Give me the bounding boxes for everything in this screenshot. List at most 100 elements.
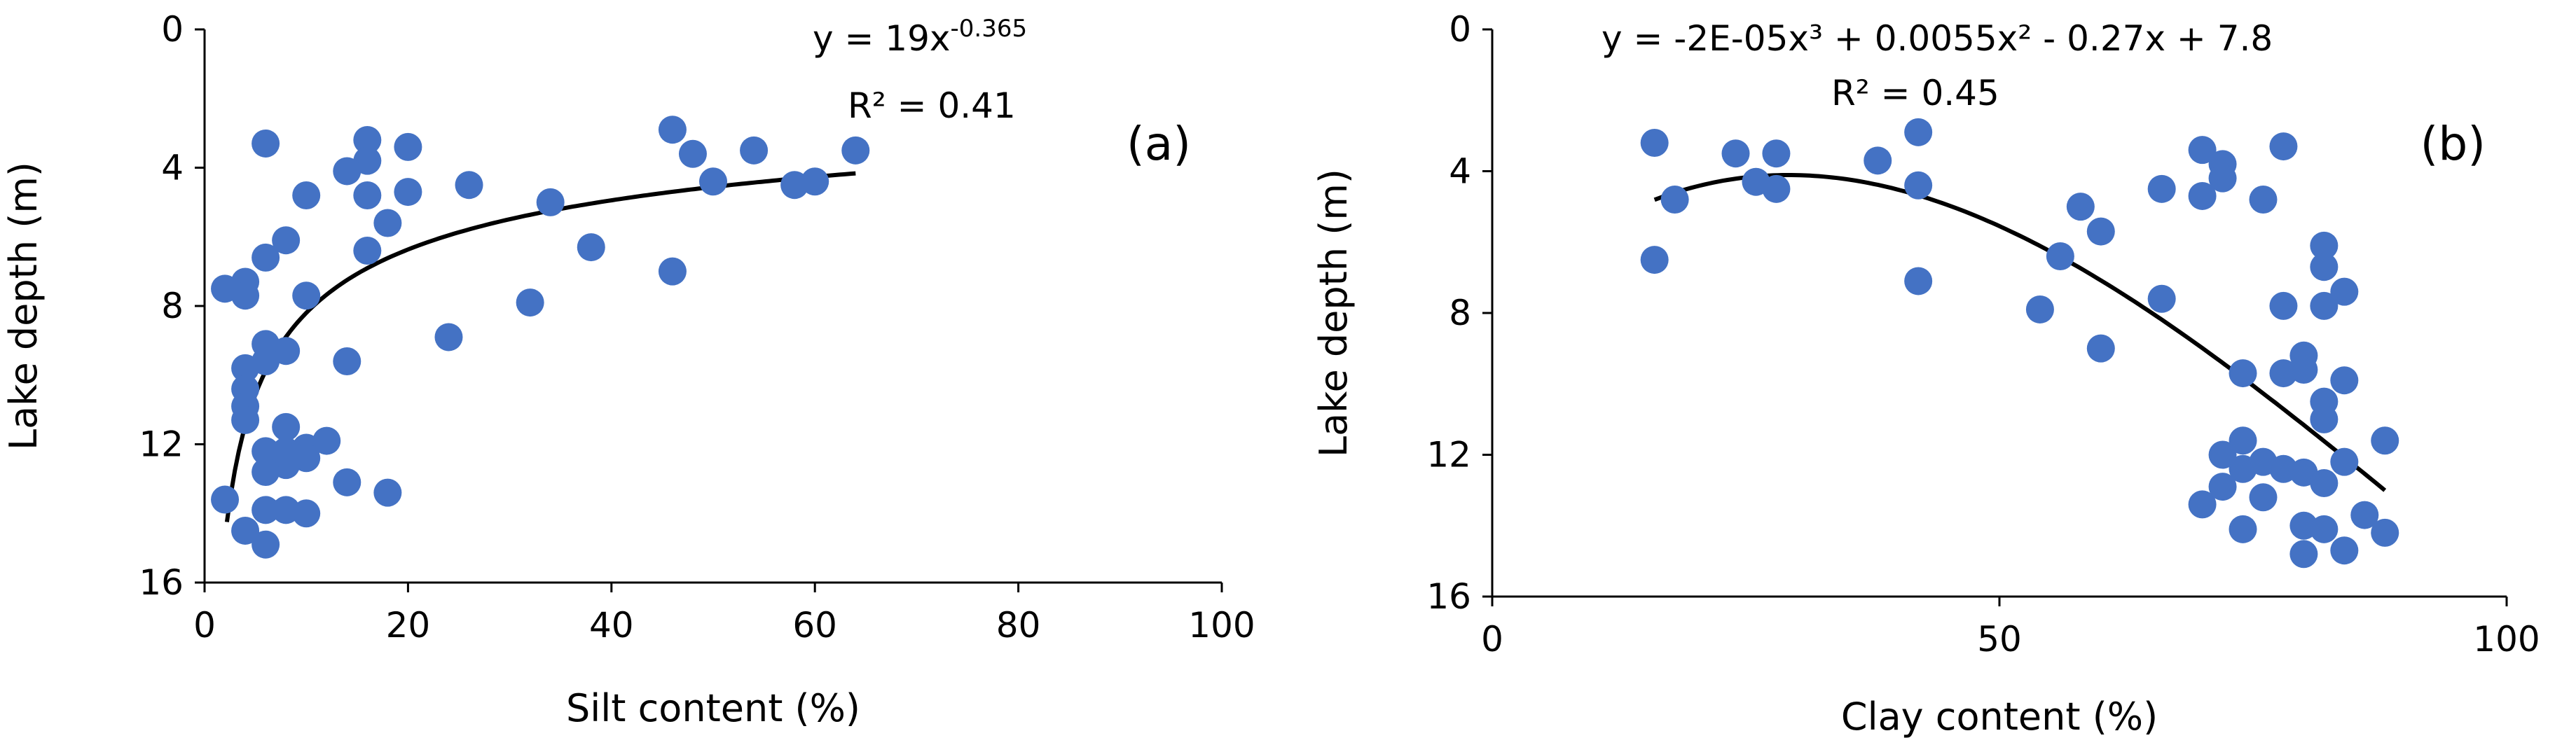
chart-b-data-point [2269,132,2298,161]
chart-b-data-point [2188,490,2217,519]
chart-a-data-point [252,530,280,559]
chart-b-data-point [1721,139,1750,168]
chart-a-trend-equation: y = 19x-0.365 [813,15,1027,59]
chart-b-data-point [2229,426,2257,455]
chart-b-data-point [2310,405,2339,433]
chart-a-data-point [252,129,280,158]
chart-b-data-point [2330,447,2359,476]
chart-a-x-tick-label: 60 [792,605,837,646]
chart-b-y-axis-title: Lake depth (m) [1311,169,1356,457]
chart-a-y-tick-label: 8 [161,286,184,326]
chart-a-data-point [292,281,321,310]
chart-b-trend-equation: y = -2E-05x³ + 0.0055x² - 0.27x + 7.8 [1602,18,2273,59]
chart-a-data-point [252,437,280,466]
chart-b-data-point [1640,246,1669,274]
chart-a-data-point [272,226,301,255]
chart-b-data-point [1660,186,1689,214]
chart-a-r-squared: R² = 0.41 [848,85,1016,126]
chart-a-data-point [434,323,463,351]
chart-a-y-axis-title: Lake depth (m) [1,162,46,450]
chart-b-data-point [2310,469,2339,497]
chart-b-data-point [1904,171,1933,200]
chart-b-data-point [2330,366,2359,395]
chart-a-data-point [333,157,361,186]
chart-b-y-tick-label: 0 [1449,9,1471,50]
chart-b-data-point [2229,515,2257,543]
chart-b-data-point [2046,242,2074,270]
chart-b-data-point [2208,473,2237,501]
chart-b-data-point [2289,356,2318,384]
chart-b-data-point [1864,146,1892,175]
chart-b-data-point [2310,515,2339,543]
chart-b-data-point [2147,284,2176,313]
chart-a-x-tick-label: 40 [589,605,634,646]
chart-b-data-point [2188,181,2217,210]
chart-b-data-point [2249,447,2278,476]
chart-a-data-point [536,188,565,216]
chart-b-data-point [2310,253,2339,281]
chart-b-data-point [2249,483,2278,512]
chart-b-trendline [1653,173,2387,492]
chart-a-data-point [455,171,483,200]
chart-a-data-point [841,136,870,165]
chart-a-data-point [353,181,382,209]
chart-a-data-point [292,499,321,528]
chart-a-data-point [211,485,240,514]
chart-a-data-point [353,237,382,265]
chart-a-x-axis-title: Silt content (%) [566,686,860,730]
chart-a-data-point [658,257,687,286]
chart-b-data-point [1904,267,1933,295]
chart-b-y-tick-label: 4 [1449,151,1471,192]
chart-b-x-tick-label: 100 [2473,619,2540,660]
chart-a-data-point [678,139,707,168]
chart-a-data-point [252,458,280,486]
chart-a-data-point [231,354,260,382]
chart-a-data-point [252,496,280,524]
chart-a-x-tick-label: 80 [996,605,1041,646]
chart-a-data-point [231,281,260,310]
chart-b-y-tick-label: 12 [1426,435,1471,475]
chart-b-data-point [2066,193,2095,221]
chart-a-data-point [333,347,361,375]
chart-b-data-point [2371,518,2399,547]
chart-b-x-axis-title: Clay content (%) [1841,695,2158,739]
chart-b-data-point [2025,295,2054,323]
chart-a-data-point [292,444,321,473]
chart-b-data-point [2310,231,2339,260]
chart-a-x-tick-label: 20 [386,605,431,646]
chart-b-y-tick-label: 8 [1449,293,1471,333]
chart-a-data-point [394,178,422,207]
chart-b-data-point [2147,174,2176,203]
chart-a-trendline [224,171,856,522]
chart-b-data-point [2330,536,2359,565]
chart-b-data-point [1904,118,1933,146]
chart-a-data-point [699,167,727,196]
chart-b-data-point [2350,501,2379,529]
chart-a-data-point [333,468,361,496]
chart-a-x-tick-label: 100 [1188,605,1255,646]
chart-a-data-point [373,478,402,507]
chart-a-y-tick-label: 12 [139,424,184,465]
chart-b-data-point [2310,291,2339,320]
chart-b-data-point [1640,129,1669,157]
chart-a-data-point [312,426,341,455]
chart-b-r-squared: R² = 0.45 [1831,73,1999,113]
chart-a-data-point [740,136,769,165]
chart-b-x-tick-label: 0 [1481,619,1503,660]
chart-a-data-point [658,116,687,144]
chart-b-data-point [2249,186,2278,214]
chart-a-data-point [231,516,260,545]
chart-b-data-point [2208,440,2237,469]
chart-b-data-point [2371,426,2399,455]
chart-b-x-tick-label: 50 [1977,619,2022,660]
chart-a-data-point [272,412,301,441]
chart-a-x-tick-label: 0 [193,605,216,646]
chart-a-y-tick-label: 4 [161,148,184,188]
chart-a-data-point [394,132,422,161]
chart-a-data-point [252,243,280,272]
chart-b-data-point [2289,540,2318,569]
chart-b-data-point [1762,174,1791,203]
